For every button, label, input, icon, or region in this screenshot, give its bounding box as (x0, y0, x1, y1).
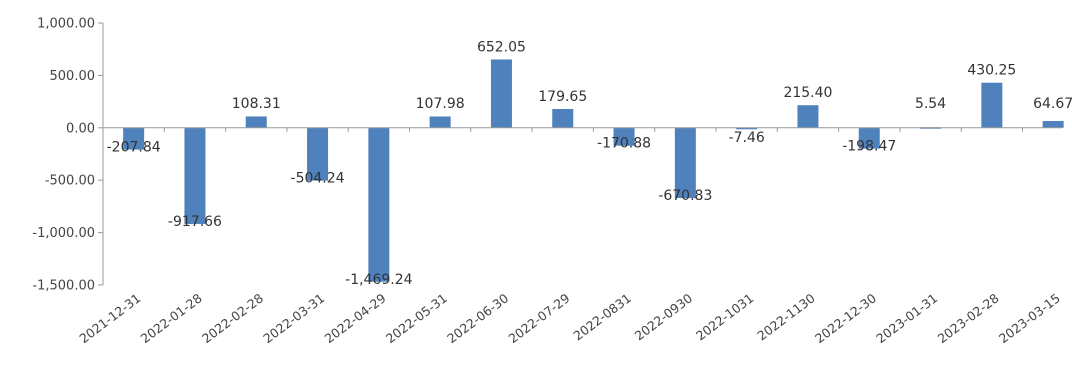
x-tick-label: 2022-0831 (570, 290, 633, 343)
y-tick-label: 0.00 (66, 121, 95, 136)
data-label-10: -670.83 (658, 188, 712, 204)
bar-8 (552, 108, 574, 128)
y-tick-label: 1,000.00 (37, 17, 95, 32)
bar-12 (797, 105, 819, 128)
x-tick-label: 2022-1130 (754, 290, 817, 343)
y-tick-label: -1,000.00 (32, 226, 95, 241)
data-label-1: -207.84 (107, 140, 161, 156)
x-tick-label: 2022-1031 (693, 290, 756, 343)
bar-3 (245, 116, 267, 128)
y-tick-label: 500.00 (50, 69, 96, 84)
bar-7 (490, 59, 512, 128)
data-label-14: 5.54 (915, 96, 946, 112)
bar-9 (613, 127, 635, 146)
data-label-13: -198.47 (842, 139, 896, 155)
data-label-15: 430.25 (967, 63, 1016, 79)
x-tick-label: 2022-04-29 (322, 290, 389, 346)
data-label-5: -1,469.24 (345, 272, 412, 288)
x-axis: 2021-12-312022-01-282022-02-282022-03-31… (76, 127, 1063, 346)
bar-10 (674, 127, 696, 199)
bar-5 (368, 127, 390, 282)
bar-11 (736, 127, 758, 130)
bar-6 (429, 116, 451, 128)
x-tick-label: 2022-03-31 (260, 290, 327, 346)
x-tick-label: 2023-03-15 (996, 290, 1063, 346)
data-label-11: -7.46 (729, 130, 765, 146)
x-tick-label: 2023-02-28 (935, 290, 1002, 346)
x-tick-label: 2021-12-31 (76, 290, 143, 346)
data-label-2: -917.66 (168, 214, 222, 230)
bar-4 (307, 127, 329, 181)
x-tick-label: 2022-07-29 (506, 290, 573, 346)
data-label-7: 652.05 (477, 39, 526, 55)
data-label-6: 107.98 (416, 96, 465, 112)
data-label-12: 215.40 (783, 85, 832, 101)
x-tick-label: 2022-02-28 (199, 290, 266, 346)
y-tick-label: -500.00 (45, 174, 95, 189)
data-label-4: -504.24 (291, 171, 345, 187)
bar-13 (858, 127, 880, 149)
x-tick-label: 2023-01-31 (873, 290, 940, 346)
data-label-9: -170.88 (597, 136, 651, 152)
x-tick-label: 2022-01-28 (138, 290, 205, 346)
x-tick-label: 2022-0930 (632, 290, 695, 343)
x-tick-label: 2022-06-30 (444, 290, 511, 346)
bar-15 (981, 82, 1003, 128)
x-tick-label: 2022-05-31 (383, 290, 450, 346)
bar-1 (123, 127, 145, 150)
data-label-8: 179.65 (538, 89, 587, 105)
y-tick-label: -1,500.00 (32, 279, 95, 294)
bar-16 (1042, 121, 1064, 128)
bars (123, 59, 1064, 282)
data-label-16: 64.67 (1033, 96, 1072, 112)
data-labels: -207.84 -917.66 108.31 -504.24 -1,469.24 107.… (107, 39, 1072, 287)
y-axis: 1,000.00 500.00 0.00 -500.00 -1,000.00 -1,500… (32, 17, 104, 294)
x-tick-label: 2022-12-30 (812, 290, 879, 346)
bar-2 (184, 127, 206, 224)
data-label-3: 108.31 (232, 96, 281, 112)
